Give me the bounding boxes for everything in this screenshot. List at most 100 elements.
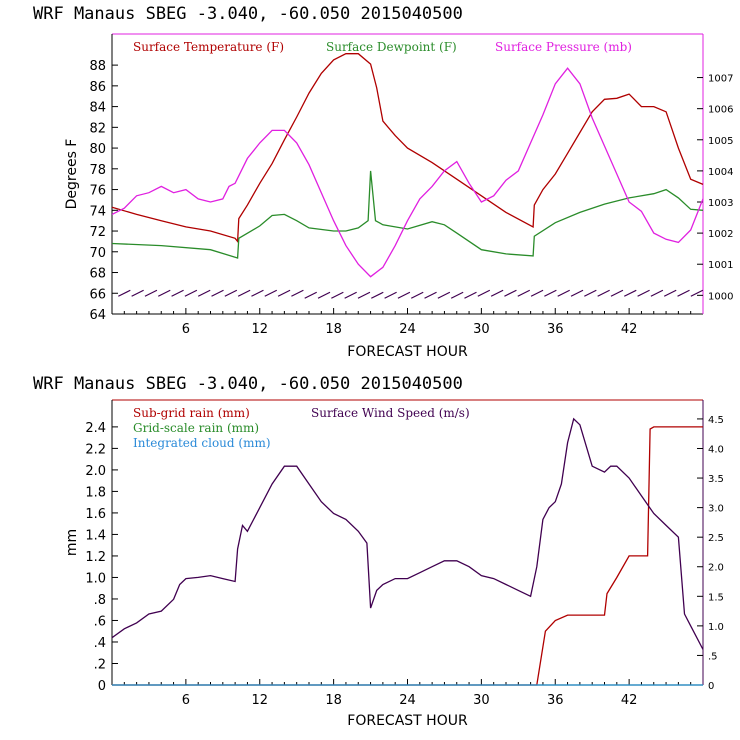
series-line-4 xyxy=(111,417,704,650)
legend-entry: Surface Wind Speed (m/s) xyxy=(311,406,470,420)
wind-barb xyxy=(490,289,504,297)
y-axis-label: Degrees F xyxy=(64,139,80,210)
y-tick-label: 1.4 xyxy=(85,528,106,543)
series-line-1 xyxy=(112,426,703,686)
x-tick-label: 18 xyxy=(325,322,342,337)
legend-entry: Grid-scale rain (mm) xyxy=(133,421,259,435)
y2-tick-label: 1001 xyxy=(708,260,733,271)
wind-barb xyxy=(304,291,317,299)
panel-1: WRF Manaus SBEG -3.040, -60.050 20150405… xyxy=(33,4,733,360)
y2-tick-label: 1.0 xyxy=(708,622,724,633)
y-tick-label: .2 xyxy=(94,657,106,672)
y-tick-label: 2.2 xyxy=(85,442,106,457)
wind-barb xyxy=(144,289,158,297)
wind-barb xyxy=(118,289,131,297)
wind-barb xyxy=(384,291,397,299)
wind-barb xyxy=(504,289,517,297)
y-tick-label: 86 xyxy=(89,80,106,95)
y-tick-label: 82 xyxy=(89,121,106,136)
y-tick-label: 70 xyxy=(89,246,106,261)
y2-tick-label: 2.5 xyxy=(708,533,724,544)
y-tick-label: .6 xyxy=(94,614,106,629)
wind-barb xyxy=(197,289,211,297)
wind-barb xyxy=(224,289,238,297)
wind-barb xyxy=(371,291,384,299)
wind-barb xyxy=(291,289,304,297)
y2-tick-label: 3.0 xyxy=(708,504,724,515)
y2-tick-label: 4.0 xyxy=(708,444,724,455)
wind-barb xyxy=(397,291,411,299)
y-axis-label: mm xyxy=(64,529,80,556)
wind-barb xyxy=(410,291,424,299)
y-tick-label: 78 xyxy=(89,163,106,178)
wind-barb xyxy=(344,291,357,299)
y2-tick-label: 1000 xyxy=(708,291,733,302)
y-tick-label: 1.0 xyxy=(85,571,106,586)
wind-barb xyxy=(637,289,650,297)
series-line-3 xyxy=(111,67,704,278)
wind-barb xyxy=(557,289,570,297)
wind-barb xyxy=(584,289,597,297)
y2-tick-label: 1005 xyxy=(708,136,733,147)
wind-barb xyxy=(264,289,278,297)
wind-barb xyxy=(157,289,171,297)
wind-barb xyxy=(357,291,371,299)
y2-tick-label: 0 xyxy=(708,681,714,692)
wind-barb xyxy=(464,291,477,299)
wind-barb xyxy=(211,289,224,297)
legend-entry: Surface Dewpoint (F) xyxy=(326,40,457,54)
wind-barb xyxy=(237,289,251,297)
wind-barb xyxy=(530,289,544,297)
wind-barb xyxy=(450,291,464,299)
wind-barb xyxy=(437,291,451,299)
x-tick-label: 42 xyxy=(621,693,638,708)
legend-entry: Surface Pressure (mb) xyxy=(495,40,632,54)
wind-barb xyxy=(277,289,291,297)
y-tick-label: 1.6 xyxy=(85,507,106,522)
wind-barb xyxy=(544,289,557,297)
wind-barb xyxy=(610,289,624,297)
y-tick-label: 0 xyxy=(98,679,106,694)
wind-barb xyxy=(317,291,331,299)
y-tick-label: 66 xyxy=(89,287,106,302)
wind-barb xyxy=(184,289,198,297)
wind-barb xyxy=(171,289,184,297)
y2-tick-label: 3.5 xyxy=(708,474,724,485)
legend-entry: Sub-grid rain (mm) xyxy=(133,406,250,420)
wind-barb xyxy=(424,291,437,299)
y2-tick-label: 1004 xyxy=(708,167,733,178)
wind-barb xyxy=(624,289,637,297)
y2-tick-label: 4.5 xyxy=(708,415,724,426)
x-tick-label: 24 xyxy=(399,693,416,708)
y-tick-label: 2.4 xyxy=(85,421,106,436)
y-tick-label: 1.2 xyxy=(85,550,106,565)
wind-barb xyxy=(477,289,491,297)
y-tick-label: 88 xyxy=(89,59,106,74)
legend-entry: Surface Temperature (F) xyxy=(133,40,284,54)
wind-barb xyxy=(517,289,531,297)
wind-barb xyxy=(650,289,664,297)
wind-barb xyxy=(690,289,704,297)
y-tick-label: .4 xyxy=(94,636,106,651)
x-tick-label: 24 xyxy=(399,322,416,337)
x-tick-label: 12 xyxy=(251,322,268,337)
y-tick-label: 1.8 xyxy=(85,485,106,500)
y-tick-label: 74 xyxy=(89,204,106,219)
y2-tick-label: 1006 xyxy=(708,105,733,116)
x-axis-label: FORECAST HOUR xyxy=(347,713,468,729)
panel-2: WRF Manaus SBEG -3.040, -60.050 20150405… xyxy=(33,374,724,729)
legend-entry: Integrated cloud (mm) xyxy=(133,436,271,450)
wind-barb xyxy=(677,289,690,297)
y-tick-label: 76 xyxy=(89,184,106,199)
wind-barb xyxy=(331,291,344,299)
wind-barb xyxy=(251,289,264,297)
y-tick-label: 80 xyxy=(89,142,106,157)
y2-tick-label: 1007 xyxy=(708,74,733,85)
x-axis-label: FORECAST HOUR xyxy=(347,344,468,360)
x-tick-label: 30 xyxy=(473,693,490,708)
y2-tick-label: .5 xyxy=(708,651,718,662)
wind-barb xyxy=(131,289,144,297)
x-tick-label: 42 xyxy=(621,322,638,337)
x-tick-label: 30 xyxy=(473,322,490,337)
